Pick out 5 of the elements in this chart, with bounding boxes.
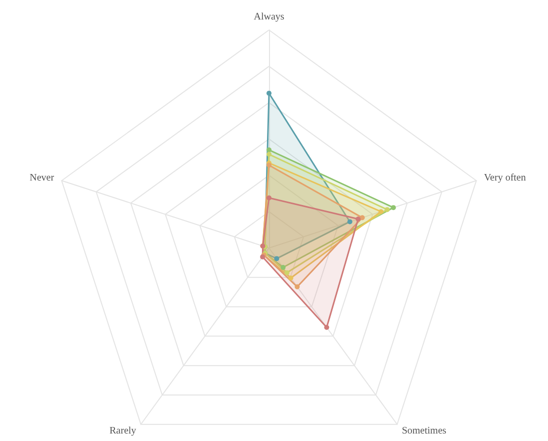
spoke-label: Always <box>254 12 284 22</box>
spoke-label: Rarely <box>110 425 136 436</box>
spoke-label: Very often <box>484 172 526 184</box>
spoke-label: Never <box>30 172 55 184</box>
spoke-label: Sometimes <box>402 425 446 436</box>
